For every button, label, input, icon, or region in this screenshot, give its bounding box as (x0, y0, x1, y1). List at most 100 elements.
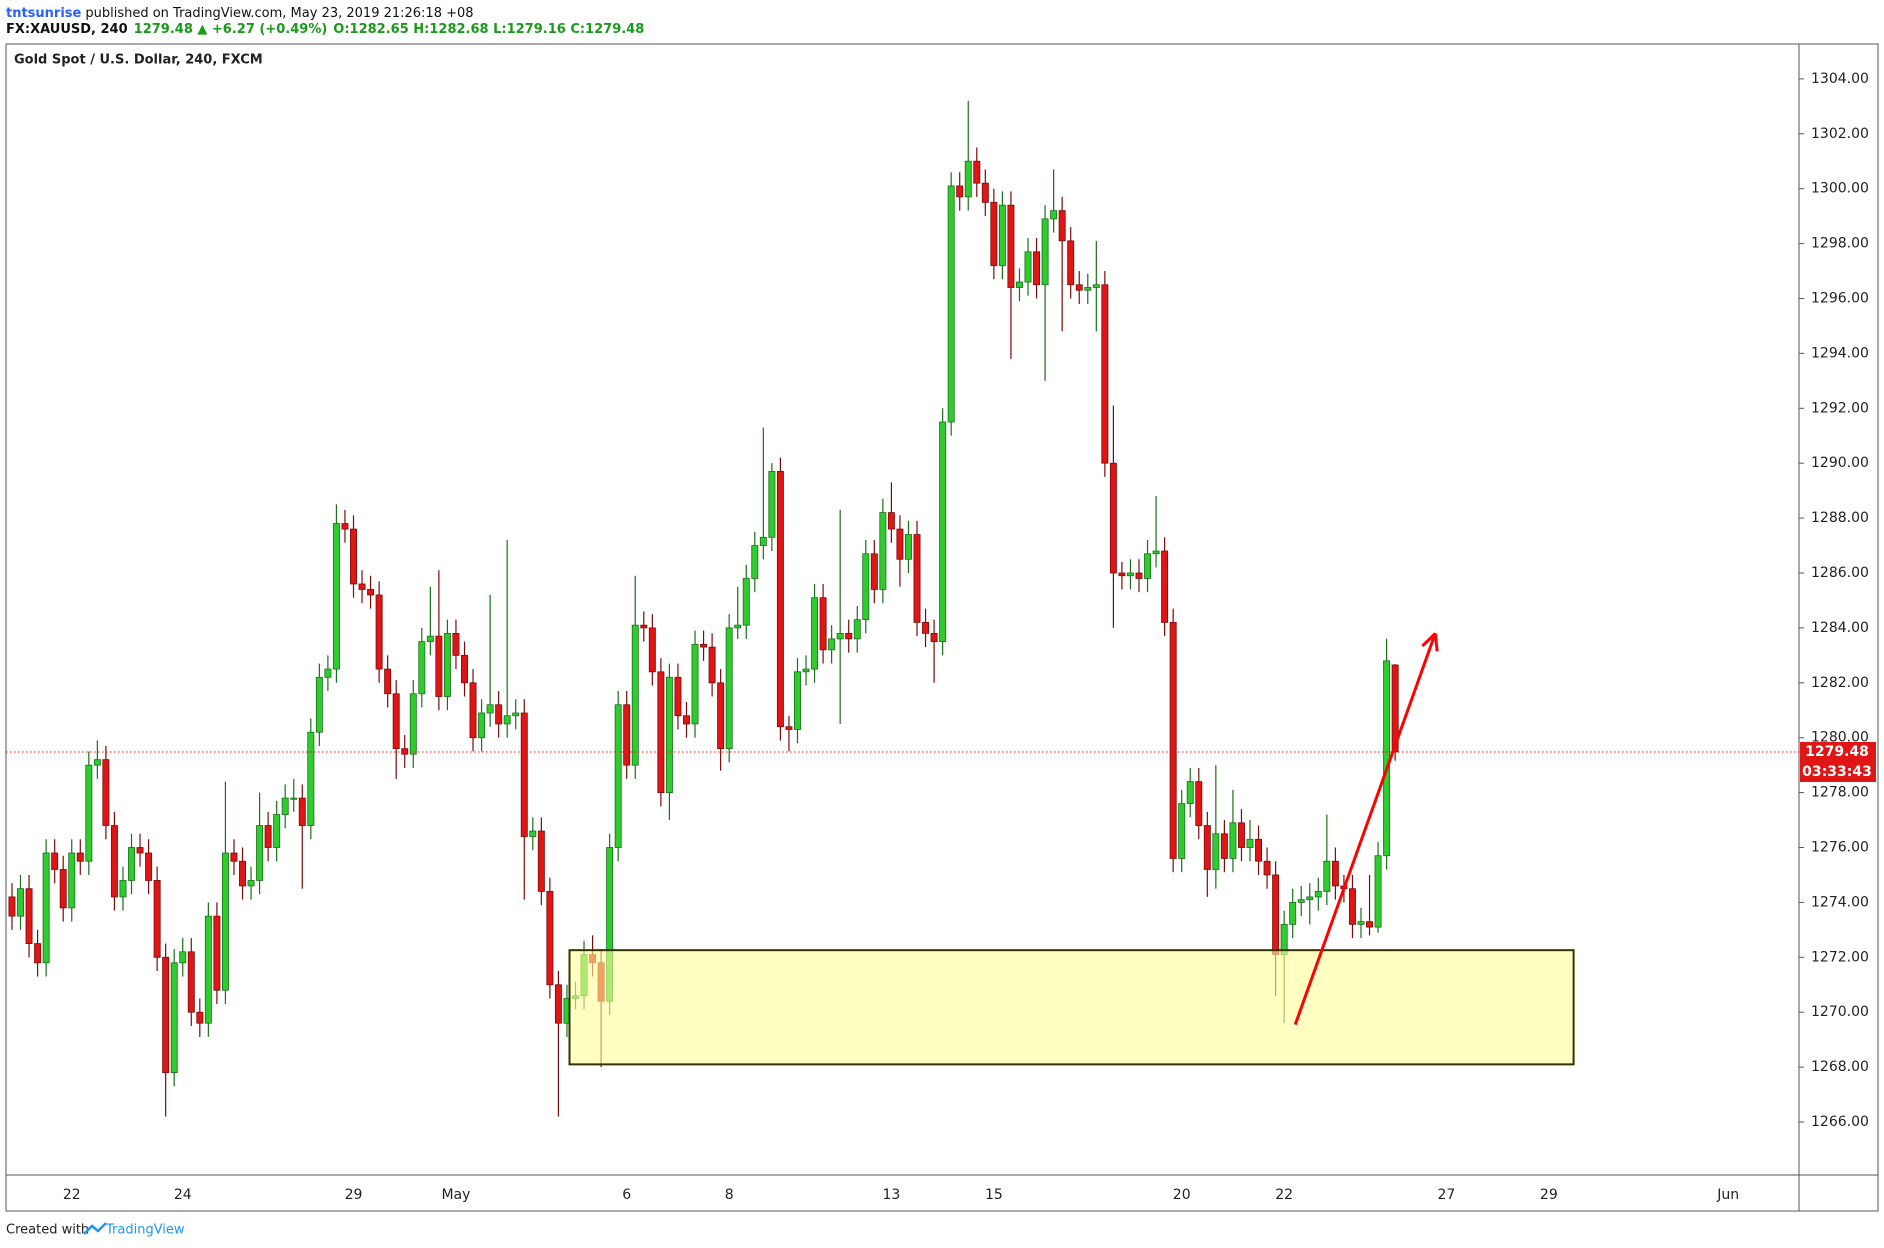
footer-brand: TradingView (105, 1223, 185, 1238)
candle-body (34, 943, 42, 964)
symbol: FX:XAUUSD, 240 (6, 22, 128, 37)
candle-body (1178, 803, 1186, 859)
candle-body (1169, 622, 1177, 859)
candle-body (1229, 822, 1237, 859)
chart-frame (5, 43, 1879, 1212)
candle-body (648, 627, 656, 673)
candle-body (196, 1011, 204, 1024)
y-tick-label: 1300.00 (1811, 181, 1869, 197)
candle-body (239, 860, 246, 887)
countdown-label: 03:33:43 (1802, 764, 1872, 780)
x-tick-label: 24 (174, 1187, 192, 1203)
candle-body (1007, 204, 1015, 288)
candle-body (554, 984, 562, 1024)
candle-body (623, 704, 631, 766)
candle-body (631, 624, 639, 766)
candle-body (187, 951, 195, 1013)
y-tick-label: 1278.00 (1811, 785, 1869, 801)
y-tick-label: 1288.00 (1811, 510, 1869, 526)
candle-body (495, 704, 503, 725)
candle-body (640, 624, 648, 629)
candle-body (1075, 284, 1083, 291)
candle-body (537, 830, 545, 892)
candle-body (486, 704, 494, 714)
ohlc: O:1282.65 H:1282.68 L:1279.16 C:1279.48 (333, 22, 644, 37)
y-tick-label: 1302.00 (1811, 126, 1869, 142)
candle-body (247, 880, 255, 887)
candle-body (59, 869, 67, 909)
candle-body (281, 797, 289, 815)
candle-body (683, 715, 690, 725)
y-tick-label: 1294.00 (1811, 345, 1869, 361)
candle-body (1323, 860, 1331, 892)
y-tick-label: 1296.00 (1811, 290, 1869, 306)
candle-body (913, 534, 921, 623)
candle-body (93, 759, 101, 766)
published: published on TradingView.com, May 23, 20… (85, 6, 473, 21)
candle-body (110, 825, 118, 898)
candle-body (887, 512, 895, 530)
candle-body (153, 880, 161, 958)
candle-body (862, 553, 870, 621)
candle-body (1024, 251, 1032, 283)
candle-body (1015, 281, 1023, 288)
candle-body (1366, 921, 1374, 928)
x-tick-label: Jun (1716, 1187, 1739, 1203)
symbol-line: FX:XAUUSD, 240 1279.48 ▲ +6.27 (+0.49%) O:… (6, 22, 644, 37)
candle-body (375, 594, 383, 670)
candle-body (384, 668, 392, 695)
x-tick-label: May (441, 1187, 470, 1203)
candle-body (128, 847, 135, 881)
candle-body (939, 421, 947, 643)
candle-body (665, 676, 673, 794)
support-zone (568, 949, 1575, 1066)
candle-body (443, 632, 451, 697)
candle-body (802, 668, 810, 673)
candle-body (341, 523, 349, 530)
candle-body (76, 852, 84, 862)
plot: 1266.00 1268.00 1270.00 1272.00 1274.00 1276.… (6, 71, 1876, 1203)
y-tick-label: 1286.00 (1811, 565, 1869, 581)
candle-body (324, 668, 332, 678)
candle-body (1374, 855, 1382, 928)
candle-body (785, 726, 793, 730)
arrow-line (1293, 632, 1437, 1026)
candle-body (700, 643, 708, 648)
candle-body (17, 888, 24, 917)
candle-body (845, 632, 853, 640)
candle-body (179, 951, 187, 964)
candle-body (1212, 833, 1220, 870)
candle-body (221, 852, 229, 991)
y-tick-label: 1270.00 (1811, 1004, 1869, 1020)
candle-body (102, 759, 110, 826)
last-price-label: 1279.48 (1805, 744, 1869, 760)
candle-body (273, 814, 281, 848)
header-line: tntsunrise published on TradingView.com, … (6, 6, 474, 21)
candle-body (691, 643, 699, 725)
candle-body (759, 536, 767, 546)
candle-body (1263, 860, 1271, 876)
candle-body (520, 712, 528, 837)
candle-body (751, 545, 759, 579)
chart-title: Gold Spot / U.S. Dollar, 240, FXCM (14, 53, 263, 68)
candle-body (1135, 572, 1143, 579)
x-tick-label: 13 (882, 1187, 900, 1203)
candle-body (742, 578, 750, 626)
y-tick-label: 1276.00 (1811, 840, 1869, 856)
candle-body (1297, 899, 1305, 903)
candle-body (358, 583, 366, 590)
quote: 1279.48 ▲ +6.27 (+0.49%) (134, 22, 328, 37)
y-tick-label: 1298.00 (1811, 236, 1869, 252)
candle-body (725, 627, 733, 750)
y-tick-label: 1268.00 (1811, 1059, 1869, 1075)
candle-body (1033, 251, 1041, 286)
y-tick-label: 1304.00 (1811, 71, 1869, 87)
candle-body (776, 471, 784, 728)
candle-body (1101, 284, 1109, 464)
candle-body (1203, 825, 1211, 870)
candle-body (734, 624, 742, 629)
candle-body (981, 182, 989, 203)
candle-body (25, 888, 33, 944)
candle-body (350, 528, 357, 585)
candle-body (401, 748, 409, 755)
